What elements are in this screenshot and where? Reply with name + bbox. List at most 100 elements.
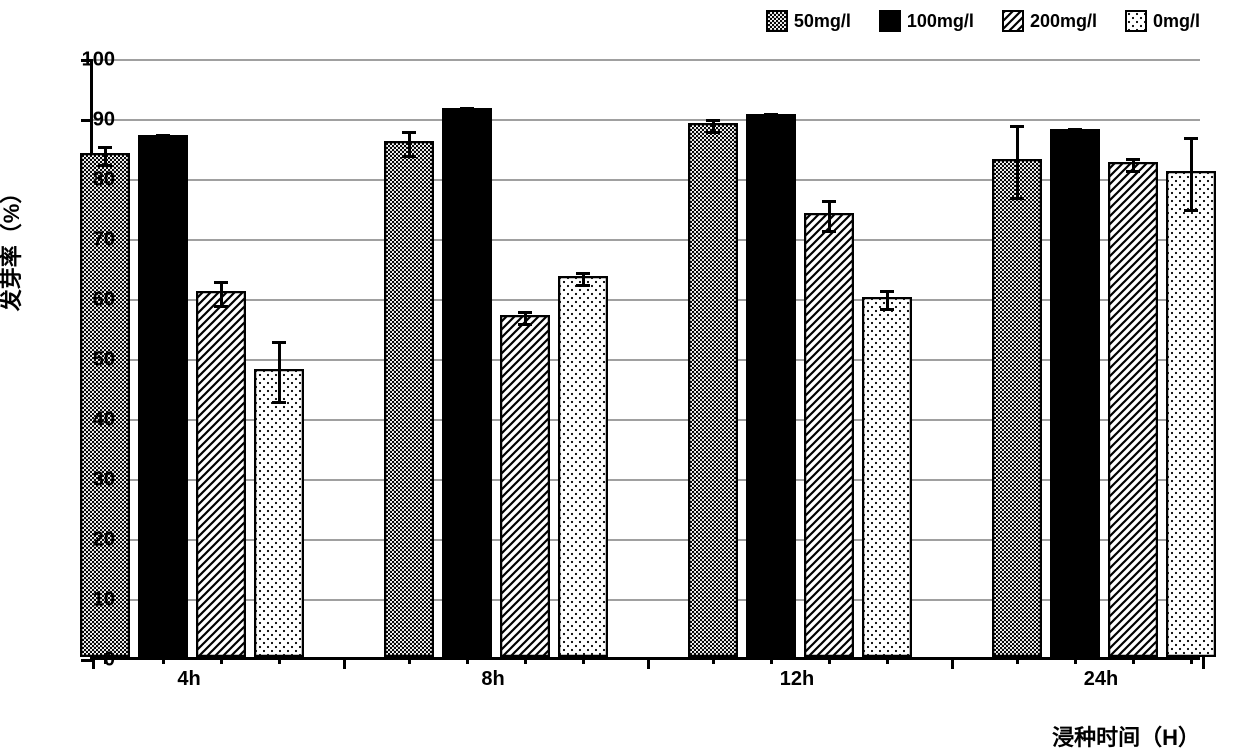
error-cap [880,290,894,293]
x-tick [343,657,346,669]
bar [992,159,1042,657]
bar [138,135,188,657]
x-minor-tick [466,657,469,664]
x-axis-title: 浸种时间（H） [1052,720,1200,752]
y-tick-label: 40 [65,409,115,432]
error-bar [104,147,107,165]
legend-swatch [766,10,788,32]
error-cap [518,311,532,314]
x-tick [1202,657,1205,669]
y-tick-label: 50 [65,349,115,372]
error-cap [272,401,286,404]
error-cap [1126,170,1140,173]
y-axis-title: 发芽率（%） [0,182,26,312]
bar [1166,171,1216,657]
error-cap [98,164,112,167]
legend-item: 200mg/l [1002,10,1097,32]
error-cap [764,113,778,116]
x-tick [647,657,650,669]
bar [862,297,912,657]
y-tick-label: 30 [65,469,115,492]
legend-label: 50mg/l [794,11,851,32]
x-minor-tick [524,657,527,664]
error-cap [1184,137,1198,140]
error-cap [402,155,416,158]
error-cap [156,140,170,143]
error-cap [272,341,286,344]
bar [1108,162,1158,657]
bar [746,114,796,657]
bar [384,141,434,657]
x-minor-tick [1016,657,1019,664]
x-minor-tick [278,657,281,664]
legend: 50mg/l 100mg/l 200mg/l 0mg/l [766,10,1200,32]
bar [442,108,492,657]
error-cap [460,113,474,116]
error-cap [156,134,170,137]
bar [804,213,854,657]
error-bar [1016,126,1019,198]
grid-line [93,119,1200,121]
bar [1050,129,1100,657]
legend-swatch [879,10,901,32]
x-minor-tick [886,657,889,664]
error-cap [1068,134,1082,137]
bar [558,276,608,657]
x-minor-tick [582,657,585,664]
error-cap [1184,209,1198,212]
error-cap [764,119,778,122]
error-bar [886,291,889,309]
x-minor-tick [828,657,831,664]
x-tick [951,657,954,669]
error-cap [1068,128,1082,131]
plot-area [90,60,1200,660]
error-cap [1010,125,1024,128]
legend-swatch [1125,10,1147,32]
legend-label: 200mg/l [1030,11,1097,32]
error-bar [220,282,223,306]
legend-label: 100mg/l [907,11,974,32]
error-cap [214,281,228,284]
error-cap [576,284,590,287]
x-tick-label: 4h [177,668,200,691]
error-cap [822,230,836,233]
grid-line [93,59,1200,61]
error-cap [460,107,474,110]
x-minor-tick [770,657,773,664]
error-cap [706,119,720,122]
legend-swatch [1002,10,1024,32]
x-tick-label: 12h [780,668,814,691]
error-bar [408,132,411,156]
error-cap [1010,197,1024,200]
bar [254,369,304,657]
y-tick-label: 80 [65,169,115,192]
error-cap [98,146,112,149]
x-tick-label: 8h [481,668,504,691]
legend-label: 0mg/l [1153,11,1200,32]
y-tick-label: 60 [65,289,115,312]
y-tick-label: 20 [65,529,115,552]
error-bar [828,201,831,231]
error-cap [822,200,836,203]
bar [500,315,550,657]
x-minor-tick [408,657,411,664]
x-minor-tick [1132,657,1135,664]
chart-container: 50mg/l 100mg/l 200mg/l 0mg/l 发芽率（%） 浸种时间（H）… [0,0,1240,755]
legend-item: 0mg/l [1125,10,1200,32]
legend-item: 50mg/l [766,10,851,32]
y-tick-label: 100 [65,49,115,72]
y-tick-label: 70 [65,229,115,252]
x-minor-tick [1190,657,1193,664]
error-cap [518,323,532,326]
legend-item: 100mg/l [879,10,974,32]
error-cap [1126,158,1140,161]
error-cap [706,131,720,134]
x-minor-tick [162,657,165,664]
y-tick-label: 0 [65,649,115,672]
error-cap [880,308,894,311]
x-minor-tick [1074,657,1077,664]
y-tick-label: 90 [65,109,115,132]
x-tick-label: 24h [1084,668,1118,691]
error-cap [576,272,590,275]
error-cap [402,131,416,134]
